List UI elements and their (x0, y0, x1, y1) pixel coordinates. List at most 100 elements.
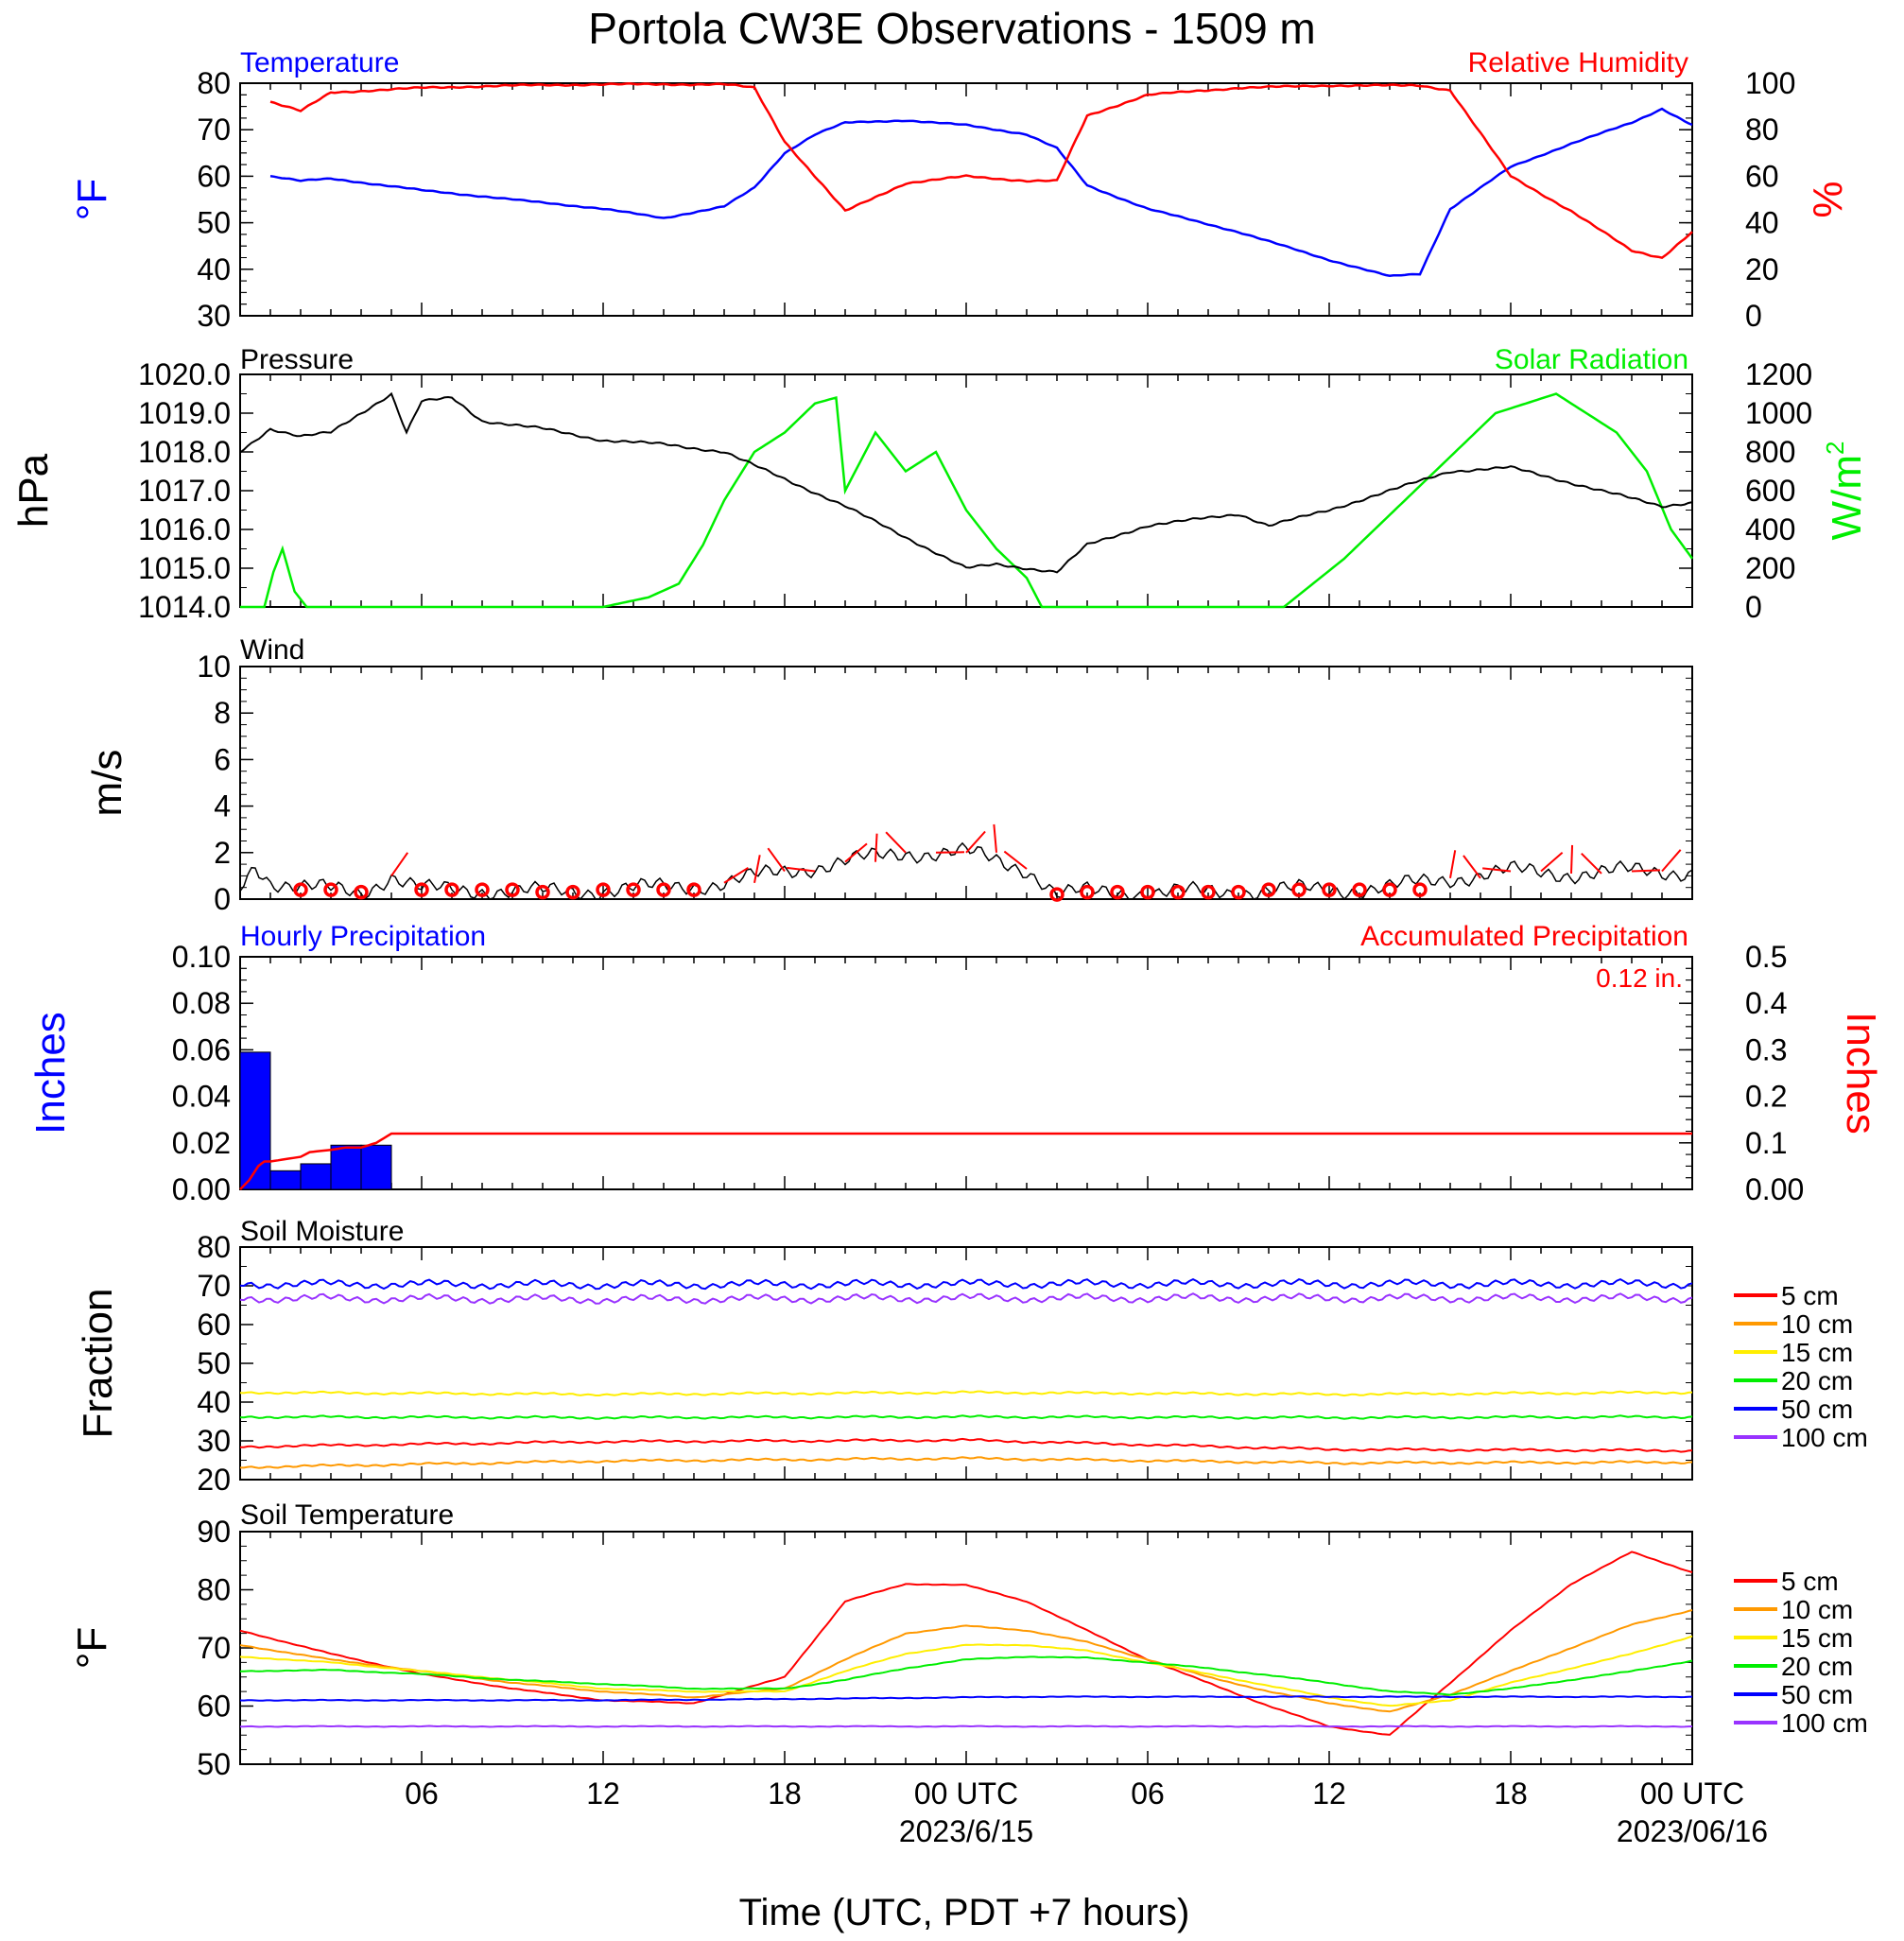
wind-calm-marker (1080, 884, 1095, 900)
temperature-label: Temperature (240, 47, 399, 78)
wind-calm-marker (444, 882, 459, 897)
legend-entry: 100 cm (1781, 1423, 1868, 1452)
soil-temperature-series-50cm (239, 1695, 1693, 1702)
accum-precip-series (239, 1132, 1692, 1190)
wind-calm-marker (1201, 884, 1216, 900)
y-tick-label: 10 (197, 650, 231, 684)
legend-entry: 5 cm (1781, 1281, 1839, 1310)
pressure-series (239, 391, 1693, 574)
legend-entry: 100 cm (1781, 1708, 1868, 1738)
soil-temperature-series-100cm (240, 1724, 1693, 1728)
legend-entry: 15 cm (1781, 1338, 1853, 1367)
wind-calm-marker (323, 882, 338, 897)
wind-label: Wind (240, 634, 304, 666)
temperature-panel: 80 70 60 50 40 30 100 80 60 40 20 0 Temperature Relat… (69, 47, 1851, 333)
wind-barb (753, 855, 761, 883)
y-tick-label: 50 (197, 1747, 231, 1781)
y-tick-label: 1017.0 (138, 474, 231, 508)
accum-total-annotation: 0.12 in. (1596, 963, 1683, 993)
y2-tick-label: 0 (1745, 590, 1762, 624)
wind-calm-marker (1322, 882, 1337, 897)
wind-barb (965, 830, 986, 854)
wind-calm-marker (565, 884, 580, 900)
y-tick-label: 70 (197, 1269, 231, 1303)
y-tick-label: 0.06 (172, 1032, 231, 1066)
wind-barb (1482, 867, 1512, 873)
humidity-series (269, 82, 1693, 259)
soil-temperature-label: Soil Temperature (240, 1499, 454, 1531)
y2-tick-label: 400 (1745, 512, 1795, 546)
x-tick-label: 12 (586, 1776, 620, 1811)
x-tick-label: 06 (1131, 1776, 1165, 1811)
soil-moisture-series-50cm (239, 1277, 1693, 1291)
wind-calm-marker (1291, 882, 1307, 897)
y2-tick-label: 0.2 (1745, 1080, 1787, 1114)
legend-entry: 10 cm (1781, 1309, 1853, 1339)
y-tick-label: 50 (197, 206, 231, 240)
wind-barb (390, 852, 409, 876)
wind-panel: 10 8 6 4 2 0 Wind m/s (84, 634, 1693, 916)
solar-series (240, 392, 1694, 609)
x-tick-label: 12 (1312, 1776, 1346, 1811)
humidity-label: Relative Humidity (1468, 47, 1688, 78)
pressure-label: Pressure (240, 344, 354, 375)
y2-tick-label: 80 (1745, 113, 1779, 147)
y-tick-label: 80 (197, 1573, 231, 1607)
y-tick-label: 0.08 (172, 986, 231, 1020)
y2-tick-label: 0.3 (1745, 1032, 1787, 1066)
y2-tick-label: 60 (1745, 159, 1779, 193)
precipitation-panel-frame (239, 956, 1693, 1190)
soil-temperature-series-5cm (239, 1551, 1693, 1736)
legend-entry: 50 cm (1781, 1680, 1853, 1709)
wind-calm-marker (1049, 887, 1065, 902)
y-tick-label: 0 (214, 882, 231, 916)
hourly-precip-label: Hourly Precipitation (240, 921, 486, 952)
y-tick-label: 40 (197, 252, 231, 286)
wind-barb (1449, 850, 1457, 879)
y-tick-label: 40 (197, 1385, 231, 1419)
soil-moisture-series-5cm (240, 1437, 1693, 1453)
humidity-unit: % (1805, 181, 1851, 217)
accum-precip-unit: Inches (1838, 1012, 1884, 1135)
wind-calm-marker (1261, 882, 1276, 897)
wind-barb (1003, 850, 1028, 870)
y2-tick-label: 40 (1745, 206, 1779, 240)
wind-barb (1540, 852, 1564, 873)
wind-calm-marker (535, 884, 550, 900)
wind-unit: m/s (84, 750, 130, 817)
x-tick-label: 00 UTC (1640, 1776, 1744, 1811)
wind-calm-marker (1140, 884, 1155, 900)
pressure-panel-frame (239, 373, 1693, 608)
hourly-precip-bar (330, 1144, 362, 1190)
y-tick-label: 80 (197, 66, 231, 100)
wind-barb (723, 867, 749, 884)
y-tick-label: 50 (197, 1346, 231, 1380)
wind-calm-marker (686, 882, 701, 897)
wind-barb (874, 833, 878, 862)
soil-moisture-label: Soil Moisture (240, 1216, 404, 1247)
wind-barb (885, 831, 907, 854)
wind-calm-marker (656, 882, 671, 897)
precipitation-panel: 0.10 0.08 0.06 0.04 0.02 0.00 0.5 0.4 0.3 0.2 0.1 0… (27, 921, 1884, 1206)
hourly-precip-bar (239, 1051, 271, 1190)
wind-calm-marker (475, 882, 490, 897)
wind-barb (767, 847, 786, 873)
legend-entry: 15 cm (1781, 1623, 1853, 1653)
wind-barb (1570, 844, 1574, 874)
x-date-label: 2023/06/16 (1617, 1814, 1768, 1848)
y-tick-label: 60 (197, 1308, 231, 1342)
y2-tick-label: 20 (1745, 252, 1779, 286)
temperature-panel-frame (239, 82, 1693, 317)
soil-moisture-series-100cm (239, 1292, 1693, 1305)
x-tick-label: 06 (405, 1776, 439, 1811)
y-tick-label: 0.02 (172, 1126, 231, 1160)
y-tick-label: 1015.0 (138, 551, 231, 585)
temperature-series (269, 107, 1693, 277)
y2-tick-label: 800 (1745, 435, 1795, 469)
wind-barb (1631, 869, 1661, 873)
wind-calm-marker (505, 882, 520, 897)
